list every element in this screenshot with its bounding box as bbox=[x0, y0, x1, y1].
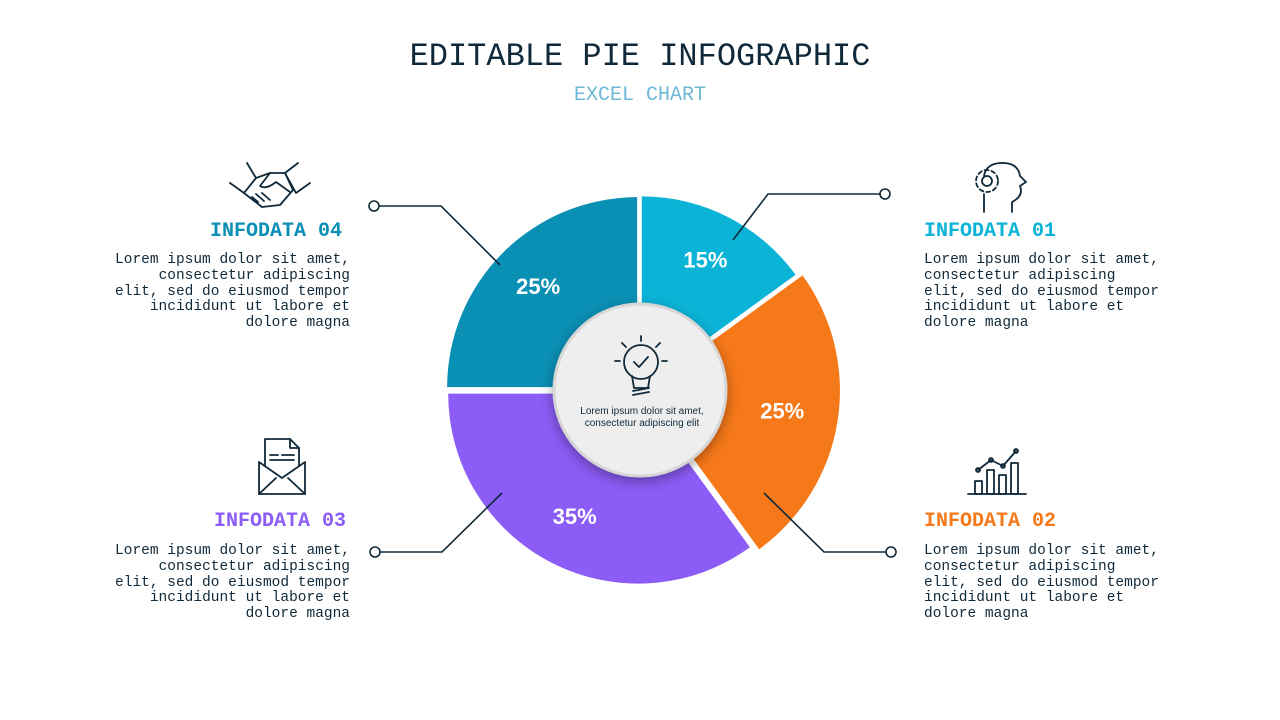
leader-lines bbox=[368, 188, 897, 558]
leader-line bbox=[379, 205, 501, 266]
bulb-icon bbox=[614, 335, 668, 396]
pie-slice bbox=[448, 393, 750, 584]
leader-dot bbox=[369, 546, 381, 558]
mail-icon bbox=[258, 438, 306, 495]
category-description: Lorem ipsum dolor sit amet, consectetur … bbox=[924, 543, 1159, 623]
chart-icon bbox=[967, 448, 1027, 495]
chart-title: EDITABLE PIE INFOGRAPHIC bbox=[409, 38, 871, 75]
category-title: INFODATA 01 bbox=[924, 220, 1057, 243]
value-label: 25% bbox=[760, 398, 804, 423]
value-label: 15% bbox=[683, 248, 727, 273]
leader-line bbox=[763, 492, 886, 553]
leader-dot bbox=[879, 188, 891, 200]
handshake-icon bbox=[229, 162, 311, 208]
category-description: Lorem ipsum dolor sit amet, consectetur … bbox=[924, 252, 1159, 332]
category-description: Lorem ipsum dolor sit amet, consectetur … bbox=[115, 252, 350, 332]
value-label: 35% bbox=[553, 504, 597, 529]
pie-slice bbox=[643, 275, 840, 550]
chart-subtitle: EXCEL CHART bbox=[573, 84, 707, 107]
leader-line bbox=[732, 193, 880, 241]
category-title: INFODATA 03 bbox=[213, 510, 346, 533]
category-title: INFODATA 04 bbox=[209, 220, 342, 243]
leader-line bbox=[380, 492, 503, 553]
category-description: Lorem ipsum dolor sit amet, consectetur … bbox=[115, 543, 350, 623]
leader-dot bbox=[885, 546, 897, 558]
leader-dot bbox=[368, 200, 380, 212]
center-text: Lorem ipsum dolor sit amet, consectetur … bbox=[580, 406, 704, 429]
head-gear-icon bbox=[975, 162, 1027, 213]
category-title: INFODATA 02 bbox=[924, 510, 1057, 533]
value-label: 25% bbox=[516, 274, 560, 299]
